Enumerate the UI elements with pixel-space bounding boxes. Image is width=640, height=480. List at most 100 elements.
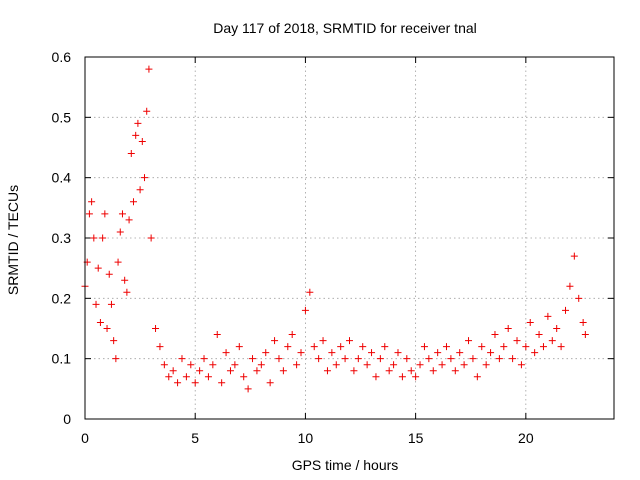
data-point	[354, 355, 362, 363]
data-point	[253, 367, 261, 375]
data-point	[465, 337, 473, 345]
y-tick-label: 0	[63, 411, 71, 427]
data-point	[114, 258, 122, 266]
data-point	[447, 355, 455, 363]
data-point	[112, 355, 120, 363]
data-point	[359, 343, 367, 351]
data-point	[451, 367, 459, 375]
tick-labels: 0 5 10 15 20 0 0.1 0.2 0.3 0.4 0.5 0.6	[52, 49, 534, 446]
data-point	[235, 343, 243, 351]
data-point	[579, 318, 587, 326]
data-point	[390, 361, 398, 369]
data-point	[156, 343, 164, 351]
data-point	[323, 367, 331, 375]
data-point	[539, 343, 547, 351]
data-point	[491, 331, 499, 339]
data-point	[257, 361, 265, 369]
data-point	[381, 343, 389, 351]
data-point	[204, 373, 212, 381]
data-point	[129, 198, 137, 206]
data-point	[526, 318, 534, 326]
data-point	[456, 349, 464, 357]
data-points	[81, 65, 589, 393]
data-point	[509, 355, 517, 363]
data-point	[535, 331, 543, 339]
data-point	[403, 355, 411, 363]
data-point	[101, 210, 109, 218]
data-point	[99, 234, 107, 242]
data-point	[132, 131, 140, 139]
data-point	[372, 373, 380, 381]
data-point	[513, 337, 521, 345]
data-point	[182, 373, 190, 381]
data-point	[134, 119, 142, 127]
data-point	[271, 337, 279, 345]
data-point	[123, 288, 131, 296]
data-point	[143, 107, 151, 115]
data-point	[92, 300, 100, 308]
data-point	[575, 294, 583, 302]
data-point	[306, 288, 314, 296]
data-point	[288, 331, 296, 339]
data-point	[581, 331, 589, 339]
x-tick-label: 20	[518, 430, 534, 446]
data-point	[200, 355, 208, 363]
data-point	[500, 343, 508, 351]
data-point	[562, 306, 570, 314]
data-point	[442, 343, 450, 351]
data-point	[275, 355, 283, 363]
data-point	[244, 385, 252, 393]
data-point	[240, 373, 248, 381]
data-point	[147, 234, 155, 242]
data-point	[478, 343, 486, 351]
data-point	[544, 312, 552, 320]
data-point	[213, 331, 221, 339]
data-point	[553, 325, 561, 332]
data-point	[85, 210, 93, 218]
data-point	[187, 361, 195, 369]
data-point	[319, 337, 327, 345]
data-point	[557, 343, 565, 351]
y-tick-label: 0.4	[52, 170, 72, 186]
data-point	[94, 264, 102, 272]
chart-title: Day 117 of 2018, SRMTID for receiver tna…	[213, 20, 477, 36]
data-point	[262, 349, 270, 357]
data-point	[284, 343, 292, 351]
data-point	[105, 270, 113, 278]
data-point	[328, 349, 336, 357]
data-point	[118, 210, 126, 218]
data-point	[429, 367, 437, 375]
data-point	[96, 318, 104, 326]
data-point	[482, 361, 490, 369]
data-point	[90, 234, 98, 242]
data-point	[110, 337, 118, 345]
data-point	[350, 367, 358, 375]
data-point	[332, 361, 340, 369]
data-point	[346, 337, 353, 345]
data-point	[420, 343, 428, 351]
data-point	[394, 349, 402, 357]
data-point	[160, 361, 168, 369]
data-point	[517, 361, 525, 369]
data-point	[368, 349, 376, 357]
x-tick-label: 10	[298, 430, 314, 446]
data-point	[231, 361, 239, 369]
data-point	[136, 186, 144, 194]
data-point	[337, 343, 345, 351]
data-point	[222, 349, 230, 357]
y-tick-label: 0.6	[52, 49, 72, 65]
data-point	[169, 367, 177, 375]
x-axis-label: GPS time / hours	[292, 457, 399, 473]
x-tick-label: 0	[81, 430, 89, 446]
data-point	[103, 325, 111, 332]
data-point	[107, 300, 115, 308]
data-point	[531, 349, 539, 357]
data-point	[279, 367, 287, 375]
data-point	[196, 367, 204, 375]
y-tick-label: 0.3	[52, 230, 72, 246]
data-point	[209, 361, 217, 369]
y-tick-label: 0.5	[52, 109, 72, 125]
data-point	[438, 361, 446, 369]
data-point	[407, 367, 415, 375]
data-point	[266, 379, 274, 387]
